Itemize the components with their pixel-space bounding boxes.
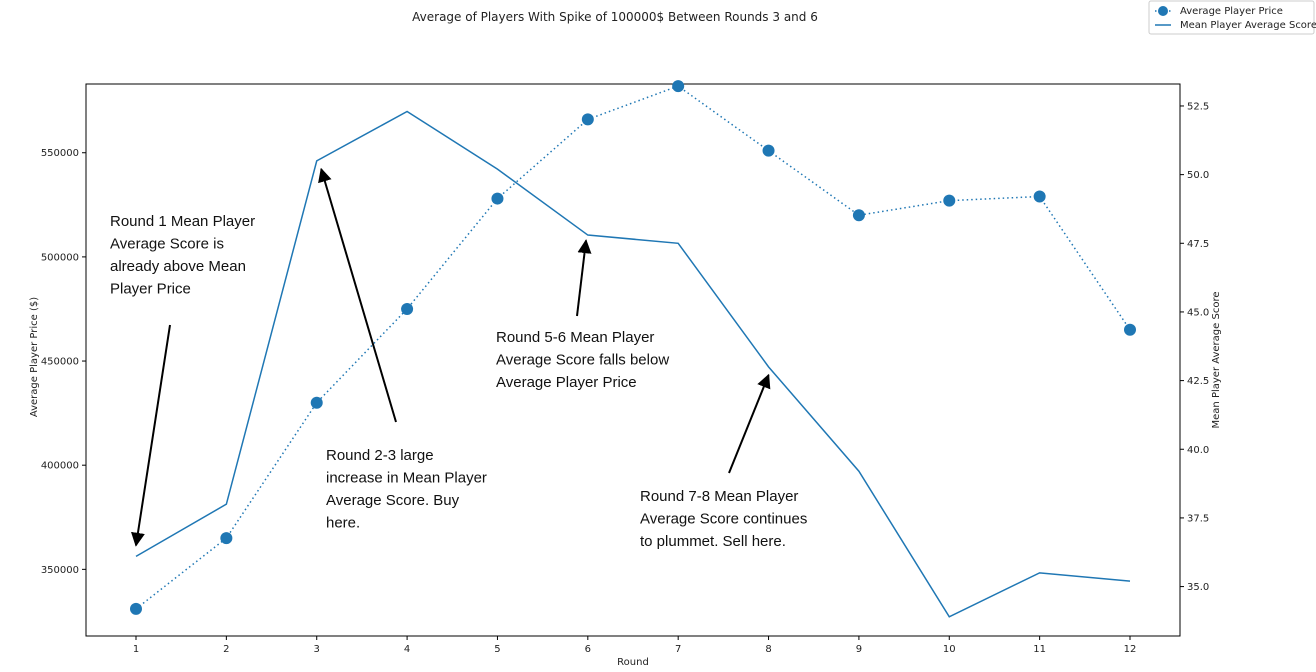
- price-point: [310, 396, 323, 409]
- x-axis-label: Round: [617, 657, 649, 668]
- annotation-line: here.: [326, 515, 360, 532]
- y-left-tick-label: 350000: [41, 565, 79, 576]
- y-right-tick-label: 47.5: [1187, 239, 1209, 250]
- annotation-text: Round 2-3 large increase in Mean Player Av…: [326, 447, 487, 532]
- annotation-line: Average Score falls below: [496, 352, 669, 369]
- annotation-arrow: [576, 239, 592, 317]
- y-right-tick-label: 50.0: [1187, 170, 1209, 181]
- annotation-line: Average Player Price: [496, 374, 637, 391]
- x-tick-label: 11: [1033, 644, 1046, 655]
- y-left-axis-label: Average Player Price ($): [29, 297, 40, 417]
- annotation-line: Round 1 Mean Player: [110, 213, 255, 230]
- annotation-text: Round 5-6 Mean Player Average Score falls…: [496, 329, 669, 391]
- x-tick-label: 12: [1124, 644, 1137, 655]
- score-series-line: [135, 110, 1131, 618]
- annotation-line: Average Score. Buy: [326, 492, 460, 509]
- y-right-tick-label: 40.0: [1187, 445, 1209, 456]
- annotation-arrow: [728, 373, 771, 474]
- price-series-line: [135, 85, 1131, 610]
- legend-frame: [1148, 0, 1315, 35]
- y-left-tick-label: 500000: [41, 252, 79, 263]
- x-tick-label: 2: [223, 644, 229, 655]
- price-point: [130, 602, 142, 615]
- price-point: [852, 209, 865, 222]
- legend-price-marker: [1158, 6, 1168, 16]
- annotation-line: already above Mean: [110, 258, 246, 275]
- x-tick-label: 1: [133, 644, 139, 655]
- annotation-text: Round 7-8 Mean Player Average Score conti…: [640, 488, 807, 550]
- annotation-line: Player Price: [110, 281, 191, 298]
- x-tick-label: 6: [585, 644, 591, 655]
- x-tick-label: 8: [765, 644, 771, 655]
- annotation-line: Round 2-3 large: [326, 447, 434, 464]
- annotation-line: Average Score is: [110, 236, 224, 253]
- price-point: [943, 194, 956, 207]
- x-tick-label: 9: [856, 644, 862, 655]
- y-right-tick-label: 37.5: [1187, 513, 1209, 524]
- annotation-line: increase in Mean Player: [326, 470, 487, 487]
- price-point: [1124, 323, 1136, 336]
- price-point: [762, 144, 775, 157]
- price-point: [220, 532, 233, 545]
- annotation-line: to plummet. Sell here.: [640, 533, 786, 550]
- legend: Average Player Price Mean Player Average…: [1148, 0, 1316, 35]
- y-right-axis-ticks: 35.0 37.5 40.0 42.5 45.0 47.5 50.0 52.5: [1180, 101, 1209, 593]
- annotation-arrow: [318, 167, 397, 423]
- legend-price-label: Average Player Price: [1180, 6, 1283, 17]
- annotation-line: Round 7-8 Mean Player: [640, 488, 798, 505]
- annotation-layer: Round 1 Mean Player Average Score is alrea…: [110, 167, 807, 550]
- y-right-axis-label: Mean Player Average Score: [1211, 292, 1222, 429]
- annotation-line: Average Score continues: [640, 511, 807, 528]
- x-tick-label: 7: [675, 644, 681, 655]
- annotation-line: Round 5-6 Mean Player: [496, 329, 654, 346]
- price-point: [401, 302, 414, 315]
- y-right-tick-label: 35.0: [1187, 582, 1209, 593]
- x-tick-label: 5: [494, 644, 500, 655]
- series-layer: [130, 80, 1136, 618]
- y-right-tick-label: 45.0: [1187, 307, 1209, 318]
- y-left-tick-label: 400000: [41, 461, 79, 472]
- x-axis-ticks: 1 2 3 4 5 6 7 8 9 10 11 12: [133, 636, 1137, 655]
- plot-frame: [85, 83, 1181, 637]
- y-left-tick-label: 450000: [41, 357, 79, 368]
- y-left-tick-label: 550000: [41, 148, 79, 159]
- annotation-arrow: [131, 324, 171, 547]
- x-tick-label: 4: [404, 644, 410, 655]
- price-point: [581, 113, 594, 126]
- price-point: [672, 80, 685, 93]
- y-right-tick-label: 52.5: [1187, 101, 1209, 112]
- legend-score-label: Mean Player Average Score: [1180, 20, 1316, 31]
- price-point: [491, 192, 504, 205]
- chart-title: Average of Players With Spike of 100000$…: [412, 10, 818, 24]
- x-tick-label: 10: [943, 644, 956, 655]
- annotation-text: Round 1 Mean Player Average Score is alrea…: [110, 213, 255, 298]
- price-point: [1033, 190, 1046, 203]
- y-left-axis-ticks: 350000 400000 450000 500000 550000: [41, 148, 86, 576]
- y-right-tick-label: 42.5: [1187, 376, 1209, 387]
- x-tick-label: 3: [314, 644, 320, 655]
